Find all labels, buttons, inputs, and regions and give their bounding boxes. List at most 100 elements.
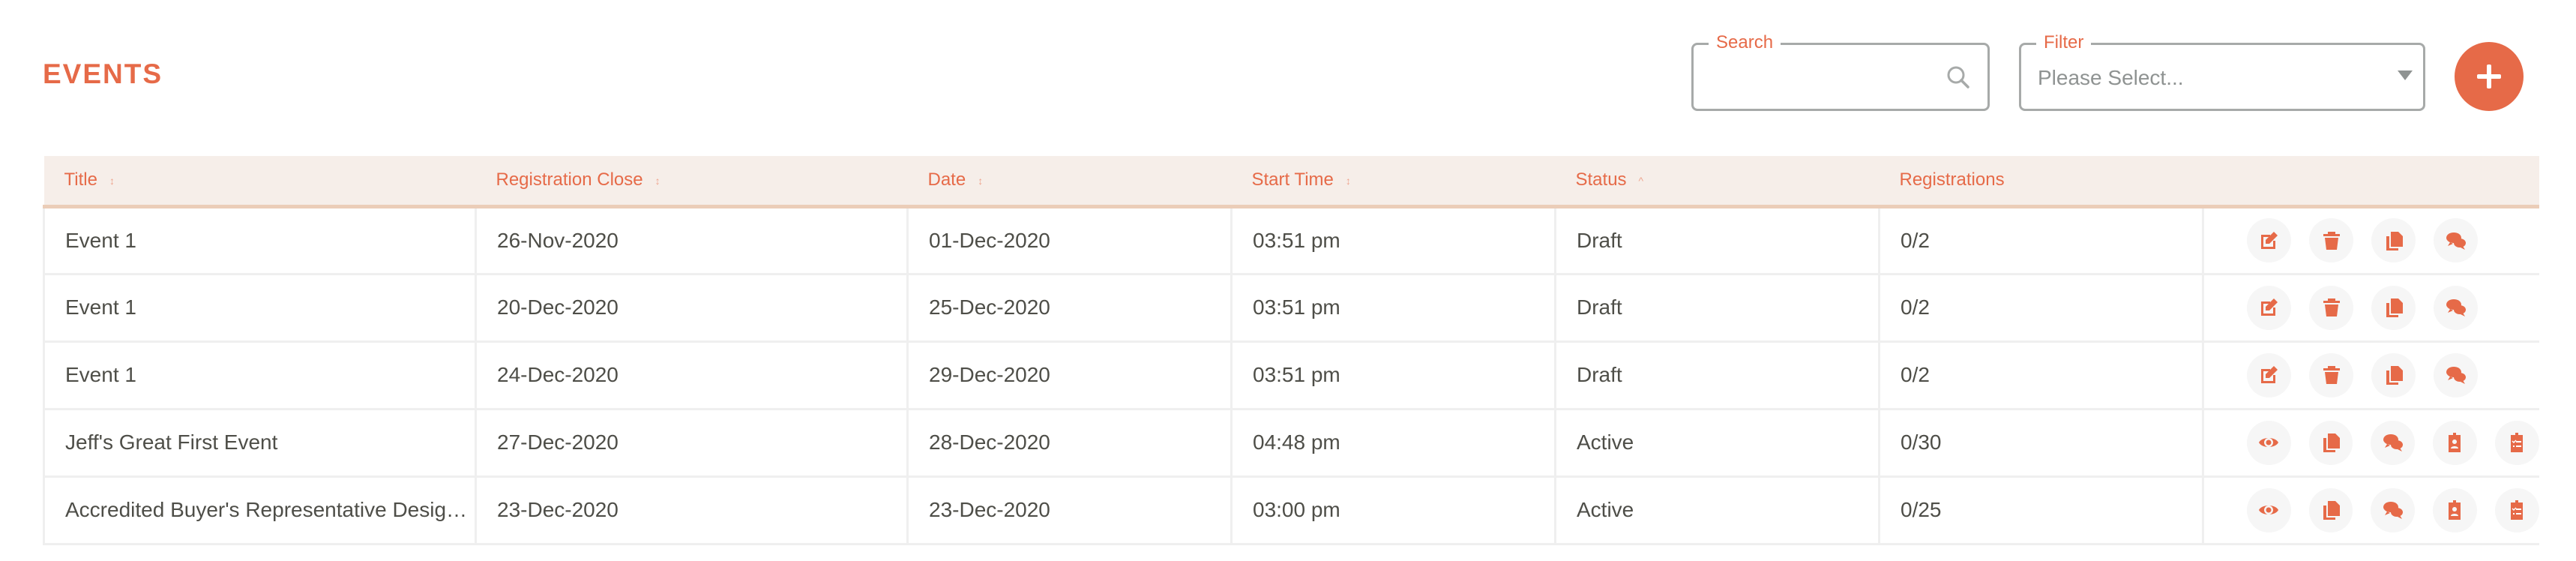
attendees-button[interactable] [2433,488,2477,532]
filter-select[interactable]: Filter Please Select... [2019,32,2425,111]
checklist-icon [2511,500,2524,520]
cell-status: Draft [1554,274,1880,341]
search-label: Search [1709,32,1781,53]
table-row: Jeff's Great First Event 27-Dec-2020 28-De… [43,409,2539,476]
filter-label: Filter [2036,32,2092,53]
checklist-icon [2511,433,2524,452]
column-label: Date [927,170,966,190]
checklist-button[interactable] [2494,488,2539,532]
copy-button[interactable] [2308,488,2353,532]
copy-button[interactable] [2371,352,2416,398]
cell-start: 03:51 pm [1230,274,1556,341]
copy-button[interactable] [2371,218,2416,262]
sort-asc-icon[interactable]: ^ [1638,174,1644,187]
cell-date: 01-Dec-2020 [906,206,1232,274]
delete-icon [2323,298,2340,316]
edit-icon [2260,298,2278,316]
page-title: EVENTS [43,58,163,89]
delete-button[interactable] [2309,285,2353,330]
cell-registrations: 0/30 [1878,409,2203,476]
cell-registrations: 0/2 [1878,274,2203,341]
cell-date: 29-Dec-2020 [906,341,1232,409]
cell-registrations: 0/2 [1878,341,2203,409]
cell-actions [2202,206,2539,274]
comments-icon [2383,502,2403,519]
comments-button[interactable] [2434,218,2478,262]
cell-registrations: 0/25 [1878,476,2203,544]
cell-reg-close: 23-Dec-2020 [475,476,908,544]
comments-button[interactable] [2434,352,2478,398]
cell-start: 03:51 pm [1230,206,1556,274]
column-header-3[interactable]: Start Time ↕ [1232,156,1556,206]
attendees-button[interactable] [2433,420,2477,465]
filter-placeholder: Please Select... [2038,66,2184,89]
cell-date: 25-Dec-2020 [906,274,1232,341]
cell-actions [2202,341,2539,409]
table-row: Event 1 26-Nov-2020 01-Dec-2020 03:51 pm Dra… [43,206,2539,274]
column-label: Start Time [1251,170,1334,190]
delete-icon [2323,231,2340,250]
cell-start: 03:00 pm [1230,476,1556,544]
table-row: Accredited Buyer's Representative Design… [43,476,2539,544]
edit-icon [2260,366,2278,383]
cell-actions [2202,274,2539,341]
edit-button[interactable] [2247,285,2291,330]
cell-status: Draft [1554,341,1880,409]
search-field[interactable]: Search [1691,32,1990,111]
cell-reg-close: 20-Dec-2020 [475,274,908,341]
copy-icon [2386,231,2403,250]
view-button[interactable] [2247,420,2291,465]
column-header-0[interactable]: Title ↕ [44,156,476,206]
comments-button[interactable] [2371,420,2416,465]
sort-icon[interactable]: ↕ [109,174,115,187]
checklist-button[interactable] [2494,420,2539,465]
sort-icon[interactable]: ↕ [978,174,984,187]
cell-actions [2202,409,2539,476]
events-table: Title ↕ Registration Close ↕ Date ↕ Start Time… [43,156,2539,545]
edit-button[interactable] [2247,218,2291,262]
delete-button[interactable] [2309,352,2353,398]
edit-button[interactable] [2247,352,2291,398]
view-button[interactable] [2247,488,2291,532]
cell-status: Active [1554,476,1880,544]
cell-start: 03:51 pm [1230,341,1556,409]
view-icon [2259,506,2279,514]
cell-title: Accredited Buyer's Representative Design… [43,476,476,544]
comments-button[interactable] [2434,285,2478,330]
cell-date: 23-Dec-2020 [906,476,1232,544]
search-icon[interactable] [1945,64,1971,94]
table-header: Title ↕ Registration Close ↕ Date ↕ Start Time… [43,156,2539,206]
cell-registrations: 0/2 [1878,206,2203,274]
cell-actions [2202,476,2539,544]
cell-reg-close: 24-Dec-2020 [475,341,908,409]
cell-title: Jeff's Great First Event [43,409,476,476]
comments-icon [2446,232,2466,250]
add-event-button[interactable] [2455,42,2524,111]
view-icon [2259,438,2279,447]
comments-icon [2446,299,2466,316]
chevron-down-icon [2398,70,2413,80]
copy-button[interactable] [2308,420,2353,465]
sort-icon[interactable]: ↕ [654,174,660,187]
copy-icon [2386,298,2403,317]
cell-reg-close: 27-Dec-2020 [475,409,908,476]
cell-status: Active [1554,409,1880,476]
column-label: Status [1575,170,1627,190]
comments-icon [2383,434,2403,452]
delete-icon [2323,366,2340,384]
column-header-1[interactable]: Registration Close ↕ [476,156,908,206]
attendees-icon [2449,433,2461,452]
edit-icon [2260,231,2278,249]
table-row: Event 1 20-Dec-2020 25-Dec-2020 03:51 pm Dra… [43,274,2539,341]
cell-reg-close: 26-Nov-2020 [475,206,908,274]
sort-icon[interactable]: ↕ [1345,174,1351,187]
comments-button[interactable] [2371,488,2416,532]
column-header-2[interactable]: Date ↕ [908,156,1232,206]
copy-button[interactable] [2371,285,2416,330]
copy-icon [2323,434,2341,452]
column-header-4[interactable]: Status ^ [1556,156,1880,206]
cell-status: Draft [1554,206,1880,274]
delete-button[interactable] [2309,218,2353,262]
column-header-5: Registrations [1880,156,2203,206]
column-label: Registration Close [496,170,643,190]
